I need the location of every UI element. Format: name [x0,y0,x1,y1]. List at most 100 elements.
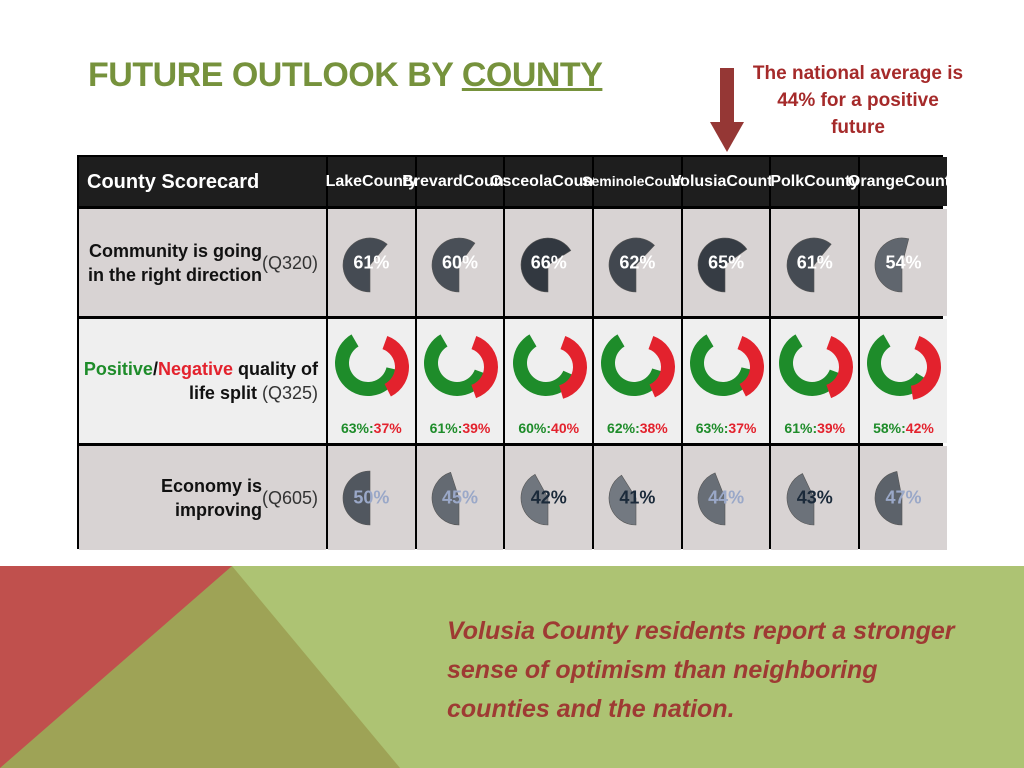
down-arrow-icon [710,68,744,152]
direction-cell: 66% [505,209,593,316]
quality-cell: 60%:40% [505,319,593,443]
economy-wedge [875,471,903,526]
positive-arc [778,334,843,396]
positive-value: 60% [518,420,547,436]
county-suffix: County [462,172,518,190]
quality-cell: 58%:42% [860,319,947,443]
quality-split: 63%:37% [696,420,757,436]
economy-pie [609,474,637,526]
county-header: Lake County [326,157,418,206]
quality-donut [424,334,499,399]
split-separator: : [369,420,374,436]
county-suffix: County [903,172,960,190]
quality-donut [601,334,676,398]
economy-value: 45% [442,487,479,508]
quality-split: 61%:39% [784,420,845,436]
direction-cell: 61% [328,209,415,316]
economy-wedge [786,473,815,526]
question-code: (Q320) [261,252,318,273]
direction-cell: 54% [860,209,947,316]
split-separator: : [546,420,552,436]
county-suffix: County [362,172,418,190]
row-label-quality: Positive/Negative quality of life split … [79,319,326,443]
county-header: Orange County [848,157,959,206]
county-name: Volusia [670,172,727,190]
question-code: (Q325) [261,383,318,403]
title-emphasis: COUNTY [461,56,603,94]
negative-arc [471,335,499,399]
direction-cell: 61% [771,209,859,316]
negative-arc [382,335,410,397]
positive-value: 63% [695,420,724,436]
economy-wedge [520,473,549,526]
economy-cell: 45% [416,446,504,550]
quality-cell: 63%:37% [682,319,770,443]
county-suffix: County [726,172,782,190]
economy-cell: 43% [771,446,859,550]
label-negative: Negative [157,359,233,379]
negative-value: 42% [905,420,934,436]
negative-arc [737,335,765,397]
direction-value: 66% [530,252,567,272]
economy-pie [697,472,726,526]
scorecard-title: County Scorecard [79,157,326,206]
positive-value: 58% [873,420,902,436]
economy-value: 47% [885,487,922,508]
economy-pie [520,473,549,526]
county-header: Brevard County [402,157,518,206]
negative-arc [648,335,676,398]
direction-wedge [343,237,388,293]
label-separator: / [152,359,158,379]
negative-arc [826,335,853,399]
quality-donut [778,334,853,399]
row-label-direction: Community is going in the right directio… [79,209,326,316]
economy-cell: 47% [860,446,947,550]
label-rest: quality of life split [188,359,318,403]
row-label-text: Economy is improving [160,476,262,520]
direction-wedge [786,237,832,293]
direction-wedge [520,237,571,293]
county-name: Orange [847,172,904,190]
question-code: (Q605) [261,488,318,508]
direction-wedge [609,237,656,293]
positive-value: 61% [784,420,813,436]
quality-donut [335,334,410,397]
economy-value: 50% [353,487,390,508]
economy-cell: 41% [594,446,681,550]
row-label-text: Community is going in the right directio… [87,240,262,285]
quality-cell: 61%:39% [416,319,504,443]
split-separator: : [457,420,463,436]
economy-pie [343,470,371,526]
quality-donut [512,334,587,399]
county-name: Seminole [582,173,645,189]
negative-value: 37% [373,420,402,436]
county-name: Osceola [490,172,553,190]
direction-pie [431,237,476,293]
direction-value: 60% [442,252,479,272]
quality-split: 63%:37% [341,420,402,436]
national-average-note: The national average is 44% for a positi… [752,63,964,138]
economy-value: 41% [619,487,656,508]
county-suffix: County [552,172,608,190]
county-suffix: County [644,173,693,189]
positive-arc [512,334,576,396]
negative-value: 40% [551,420,580,436]
positive-arc [690,334,756,396]
county-header: Osceola County [490,157,607,206]
quality-donut [867,334,942,400]
row-label-text: Positive/Negative quality of life split … [79,357,318,405]
economy-value: 43% [796,487,833,508]
positive-value: 61% [429,420,458,436]
split-separator: : [812,420,818,436]
quality-split: 61%:39% [430,420,491,436]
direction-pie [697,237,748,293]
scorecard-grid: County Scorecard Lake County Brevard County… [79,157,959,550]
county-header: Seminole County [582,157,693,206]
county-name: Brevard [402,172,463,190]
direction-cell: 65% [682,209,770,316]
county-suffix: County [804,172,860,190]
summary-quote: Volusia County residents report a strong… [447,617,955,723]
direction-value: 61% [353,252,390,272]
economy-value: 42% [530,487,567,508]
footer-decoration [0,566,1024,768]
